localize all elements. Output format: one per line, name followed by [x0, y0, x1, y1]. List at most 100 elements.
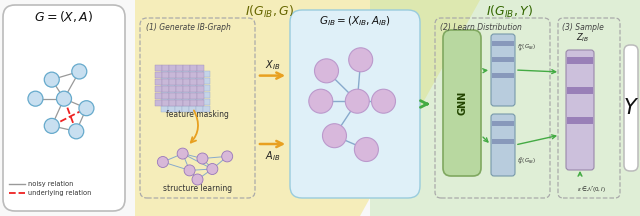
Bar: [162, 65, 168, 71]
Bar: [168, 92, 175, 98]
Bar: [161, 70, 168, 77]
Bar: [169, 71, 175, 78]
Polygon shape: [135, 0, 480, 216]
Bar: [492, 41, 514, 46]
FancyArrowPatch shape: [191, 110, 198, 143]
Bar: [176, 86, 182, 92]
Text: $X_{IB}$: $X_{IB}$: [265, 58, 280, 71]
Text: $f^{\mu}_{\phi}(G_{IB})$: $f^{\mu}_{\phi}(G_{IB})$: [517, 42, 536, 54]
Circle shape: [192, 174, 203, 185]
Circle shape: [56, 91, 72, 106]
Bar: [197, 100, 204, 106]
Bar: [492, 57, 514, 62]
Bar: [162, 92, 168, 99]
Bar: [182, 105, 189, 112]
Text: $G = (X, A)$: $G = (X, A)$: [35, 9, 93, 24]
Bar: [203, 92, 209, 98]
Bar: [155, 65, 161, 71]
Bar: [162, 86, 168, 92]
Bar: [203, 84, 209, 91]
Bar: [183, 71, 189, 78]
Bar: [169, 78, 175, 85]
Bar: [162, 71, 168, 78]
Text: (3) Sample: (3) Sample: [562, 23, 604, 32]
Bar: [189, 70, 195, 77]
Text: $G_{IB} = (X_{IB}, A_{IB})$: $G_{IB} = (X_{IB}, A_{IB})$: [319, 14, 391, 28]
Circle shape: [309, 89, 333, 113]
Bar: [492, 73, 514, 78]
Bar: [168, 78, 175, 84]
Bar: [190, 71, 196, 78]
Bar: [197, 78, 204, 85]
Bar: [155, 86, 161, 92]
Text: feature masking: feature masking: [166, 110, 229, 119]
Bar: [567, 57, 593, 64]
Bar: [196, 70, 202, 77]
Circle shape: [177, 148, 188, 159]
Bar: [189, 92, 195, 98]
Bar: [176, 78, 182, 85]
Text: (2) Learn Distribution: (2) Learn Distribution: [440, 23, 522, 32]
Bar: [492, 139, 514, 144]
Bar: [155, 71, 161, 78]
Bar: [203, 78, 209, 84]
Text: GNN: GNN: [457, 91, 467, 115]
Bar: [168, 98, 175, 105]
Bar: [197, 86, 204, 92]
Bar: [183, 100, 189, 106]
Circle shape: [68, 124, 84, 139]
Bar: [197, 65, 204, 71]
Circle shape: [346, 89, 369, 113]
Bar: [190, 100, 196, 106]
Bar: [189, 98, 195, 105]
Circle shape: [28, 91, 43, 106]
Circle shape: [323, 124, 346, 148]
FancyBboxPatch shape: [491, 34, 515, 106]
Bar: [182, 92, 189, 98]
Bar: [190, 86, 196, 92]
Bar: [169, 86, 175, 92]
Bar: [183, 92, 189, 99]
Text: $Y$: $Y$: [623, 98, 639, 118]
Bar: [182, 98, 189, 105]
Text: $\varepsilon \in \mathcal{N}(0, I)$: $\varepsilon \in \mathcal{N}(0, I)$: [577, 184, 605, 194]
Bar: [196, 105, 202, 112]
Bar: [155, 100, 161, 106]
Circle shape: [207, 164, 218, 175]
Circle shape: [157, 157, 168, 167]
Bar: [168, 70, 175, 77]
Text: noisy relation: noisy relation: [28, 181, 74, 187]
Bar: [203, 105, 209, 112]
Bar: [182, 78, 189, 84]
Bar: [175, 105, 182, 112]
Bar: [567, 87, 593, 94]
Circle shape: [349, 48, 372, 72]
FancyBboxPatch shape: [491, 114, 515, 176]
FancyBboxPatch shape: [3, 5, 125, 211]
Bar: [175, 98, 182, 105]
Text: $A_{IB}$: $A_{IB}$: [265, 149, 280, 163]
FancyBboxPatch shape: [290, 10, 420, 198]
Bar: [183, 86, 189, 92]
Bar: [169, 65, 175, 71]
Circle shape: [197, 153, 208, 164]
Circle shape: [221, 151, 233, 162]
Bar: [176, 65, 182, 71]
Bar: [190, 92, 196, 99]
Bar: [196, 92, 202, 98]
Circle shape: [184, 165, 195, 176]
Bar: [161, 84, 168, 91]
Text: underlying relation: underlying relation: [28, 190, 92, 196]
Circle shape: [44, 118, 60, 133]
Circle shape: [355, 138, 378, 162]
Bar: [175, 70, 182, 77]
Bar: [161, 105, 168, 112]
Bar: [183, 65, 189, 71]
Bar: [168, 84, 175, 91]
Bar: [168, 105, 175, 112]
Bar: [183, 78, 189, 85]
Bar: [203, 70, 209, 77]
FancyBboxPatch shape: [566, 50, 594, 170]
FancyBboxPatch shape: [443, 30, 481, 176]
Circle shape: [371, 89, 396, 113]
